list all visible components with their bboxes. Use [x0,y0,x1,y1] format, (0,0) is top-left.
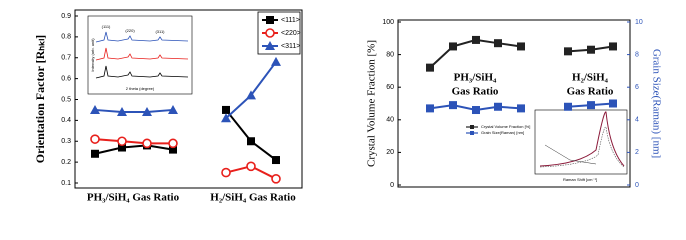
marker [117,107,127,117]
marker [117,136,127,147]
y-tick-label: 0.4 [61,117,71,124]
marker [246,161,256,172]
marker [247,137,255,146]
marker [517,42,525,51]
marker [564,47,572,56]
plot-frame [397,19,631,188]
y2-tick-label: 0 [635,182,639,189]
marker [587,45,595,54]
inset-curve [95,31,189,43]
group-label: H₂/SiH₄ Gas Ratio [210,192,296,204]
inset-curve [95,47,189,61]
marker [90,134,100,144]
y-tick-label: 0.9 [61,13,71,20]
y-tick-label: 60 [386,84,394,91]
legend-marker [265,41,275,50]
y-tick-label: 0.1 [61,180,71,187]
marker [221,113,231,123]
marker [169,145,177,154]
xrd-inset [87,15,193,95]
raman-inset [534,109,628,175]
marker [494,39,502,48]
inset-peak-label: (220) [125,28,135,33]
marker [494,102,502,111]
series-line [94,108,174,114]
legend-marker [470,131,474,135]
marker [271,56,281,66]
legend-marker [470,125,474,129]
y2-tick-label: 10 [635,19,643,26]
legend-label: <220> [281,30,301,37]
inset-ylabel: Intensity (arb. unit) [90,38,95,72]
legend-label: Grain Size(Raman) [nm] [481,130,524,135]
y2-tick-label: 4 [635,117,639,124]
inset-peak-label: (111) [102,24,111,29]
marker [222,105,230,114]
marker [168,138,178,149]
series-line [225,109,277,161]
marker [426,63,434,72]
marker [142,107,152,117]
y-tick-label: 40 [386,117,394,124]
group-label: PH₃/SiH₄ Gas Ratio [87,192,180,204]
marker [90,104,100,114]
marker [271,174,281,184]
legend-label: <111> [281,17,300,24]
inset-curve [95,65,189,79]
marker [449,101,457,110]
group-label: PH₃/SiH₄ [454,72,497,84]
y2-tick-label: 8 [635,51,639,58]
marker [587,101,595,110]
y-tick-label: 80 [386,51,394,58]
y-tick-label: 0 [390,182,394,189]
inset-frame [534,109,628,175]
y-tick-label: 0.6 [61,75,71,82]
marker [426,104,434,113]
figure: 0.1 0.2 0.3 0.4 0.5 0.6 0.7 0.8 0.9 Orientation F… [33,9,662,204]
y-tick-label: 0.8 [61,34,71,41]
marker [221,167,231,178]
y2-axis-label: Grain Size(Raman) [nm] [650,49,662,158]
legend-marker [265,28,275,38]
series-line [429,38,522,69]
legend-marker [266,16,274,24]
group-label: H₂/SiH₄ [572,72,609,84]
y-tick-label: 0.5 [61,96,71,103]
y-tick-label: 0.7 [61,55,71,62]
y-axis-label: Crystal Volume Fraction [%] [366,40,378,167]
marker [118,143,126,152]
group-label: Gas Ratio [567,86,614,98]
y-axis-label: Orientation Factor [Rₕₖₗ] [33,35,47,163]
marker [246,90,256,100]
legend-label: <311> [281,43,300,50]
inset-frame [87,15,193,95]
inset-xlabel: 2 theta (degree) [126,86,155,91]
marker [609,42,617,51]
y-tick-label: 100 [382,19,394,26]
marker [472,106,480,115]
series-line [94,144,174,155]
y2-tick-label: 6 [635,84,639,91]
inset-curve [539,111,625,167]
series-line [94,138,173,145]
inset-xlabel: Raman Shift [cm⁻¹] [563,177,597,182]
marker [91,149,99,158]
group-label: Gas Ratio [452,86,499,98]
y-tick-label: 20 [386,149,394,156]
marker [472,35,480,44]
y2-tick-label: 2 [635,149,639,156]
inset-curve [544,144,597,165]
marker [564,102,572,111]
marker [449,42,457,51]
marker [142,138,152,149]
marker [272,156,280,165]
series-line [225,61,277,120]
marker [168,104,178,114]
y-tick-label: 0.2 [61,159,71,166]
marker [517,104,525,113]
legend-label: Crystal Volume Fraction [%] [481,124,530,129]
marker [609,99,617,108]
inset-peak-label: (311) [155,29,165,34]
y-tick-label: 0.3 [61,138,71,145]
